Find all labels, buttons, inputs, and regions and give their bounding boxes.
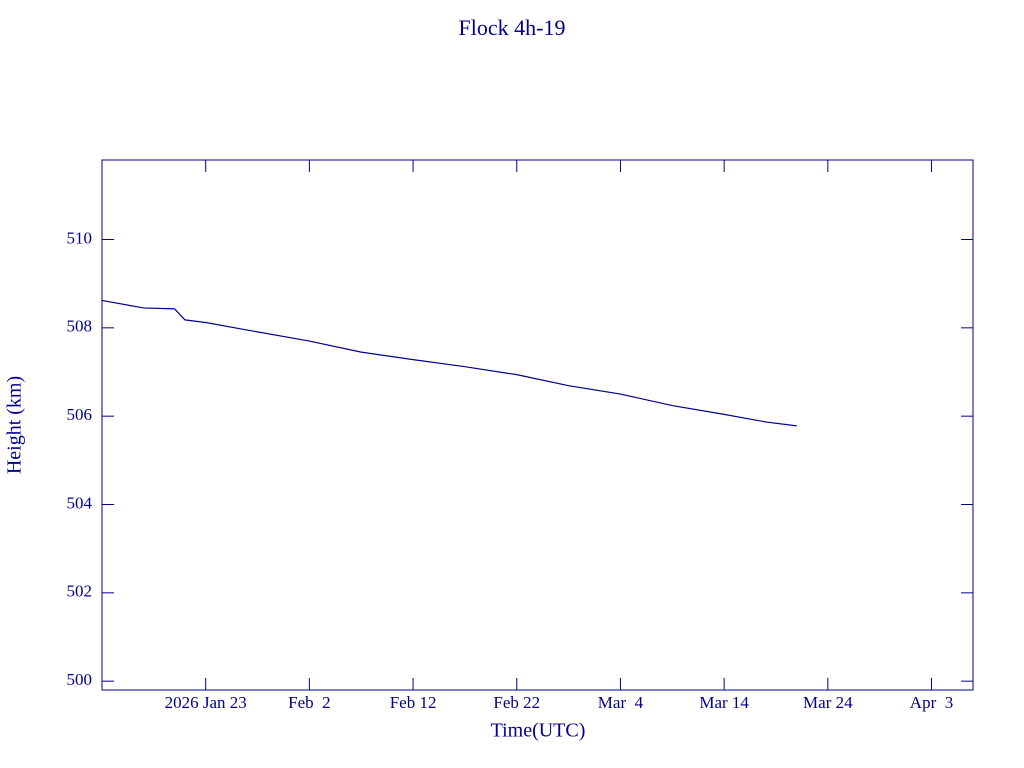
x-tick-label: Feb 22 [493, 693, 540, 712]
y-tick-label: 500 [67, 670, 93, 689]
plot-frame [101, 159, 974, 691]
x-tick-label: 2026 Jan 23 [165, 693, 247, 712]
y-tick-label: 510 [67, 228, 93, 247]
x-tick-label: Apr 3 [910, 693, 953, 712]
y-tick-label: 502 [67, 582, 93, 601]
x-axis-label: Time(UTC) [491, 720, 586, 742]
y-tick-label: 504 [67, 493, 93, 512]
x-tick-label: Mar 24 [803, 693, 853, 712]
y-tick-label: 508 [67, 317, 93, 336]
x-tick-label: Mar 4 [598, 693, 644, 712]
data-line [101, 299, 797, 427]
chart-title: Flock 4h-19 [459, 15, 566, 40]
y-tick-label: 506 [67, 405, 93, 424]
x-tick-label: Feb 12 [390, 693, 437, 712]
x-tick-label: Mar 14 [699, 693, 749, 712]
y-axis-label: Height (km) [4, 376, 26, 474]
x-tick-label: Feb 2 [288, 693, 331, 712]
